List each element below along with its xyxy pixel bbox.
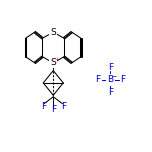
Text: F: F <box>108 63 113 72</box>
Text: F: F <box>51 105 56 114</box>
Text: F: F <box>120 75 125 84</box>
Text: F: F <box>61 102 66 111</box>
Text: F: F <box>108 88 113 97</box>
Text: +: + <box>54 57 60 62</box>
Text: S: S <box>50 28 56 37</box>
Text: F: F <box>41 102 46 111</box>
Text: B: B <box>107 75 113 84</box>
Text: −: − <box>111 73 117 78</box>
Text: F: F <box>95 75 100 84</box>
Text: S: S <box>50 58 56 67</box>
